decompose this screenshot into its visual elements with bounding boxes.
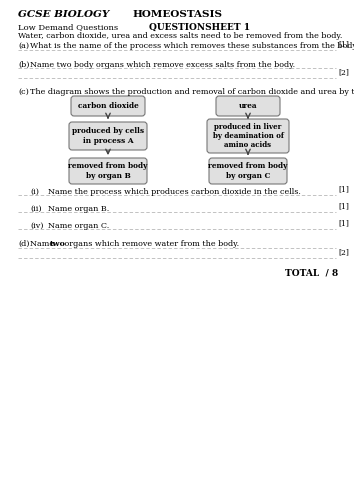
FancyBboxPatch shape bbox=[69, 158, 147, 184]
Text: (iv): (iv) bbox=[30, 222, 44, 230]
Text: [1]: [1] bbox=[338, 202, 349, 210]
Text: [1]: [1] bbox=[338, 220, 349, 228]
Text: TOTAL  / 8: TOTAL / 8 bbox=[285, 268, 338, 277]
Text: (ii): (ii) bbox=[30, 205, 42, 213]
FancyBboxPatch shape bbox=[71, 96, 145, 116]
Text: produced in liver
by deamination of
amino acids: produced in liver by deamination of amin… bbox=[212, 123, 284, 149]
Text: Name organ B.: Name organ B. bbox=[48, 205, 109, 213]
Text: Name the process which produces carbon dioxide in the cells.: Name the process which produces carbon d… bbox=[48, 188, 301, 196]
Text: [1]: [1] bbox=[338, 186, 349, 194]
Text: Water, carbon dioxide, urea and excess salts need to be removed from the body.: Water, carbon dioxide, urea and excess s… bbox=[18, 32, 342, 40]
FancyBboxPatch shape bbox=[207, 119, 289, 153]
Text: [2]: [2] bbox=[338, 248, 349, 256]
FancyBboxPatch shape bbox=[216, 96, 280, 116]
Text: [1]: [1] bbox=[338, 40, 349, 48]
Text: The diagram shows the production and removal of carbon dioxide and urea by the b: The diagram shows the production and rem… bbox=[30, 88, 354, 96]
FancyBboxPatch shape bbox=[209, 158, 287, 184]
Text: [2]: [2] bbox=[338, 68, 349, 76]
Text: removed from body
by organ C: removed from body by organ C bbox=[208, 162, 288, 180]
Text: GCSE BIOLOGY: GCSE BIOLOGY bbox=[18, 10, 109, 19]
Text: two: two bbox=[50, 240, 66, 248]
Text: HOMEOSTASIS: HOMEOSTASIS bbox=[132, 10, 222, 19]
Text: (i): (i) bbox=[30, 188, 39, 196]
Text: QUESTIONSHEET 1: QUESTIONSHEET 1 bbox=[149, 23, 251, 32]
Text: Name: Name bbox=[30, 240, 57, 248]
Text: (a): (a) bbox=[18, 42, 29, 50]
Text: Name two body organs which remove excess salts from the body.: Name two body organs which remove excess… bbox=[30, 61, 295, 69]
Text: produced by cells
in process A: produced by cells in process A bbox=[72, 128, 144, 144]
Text: urea: urea bbox=[239, 102, 257, 110]
Text: removed from body
by organ B: removed from body by organ B bbox=[68, 162, 148, 180]
Text: (d): (d) bbox=[18, 240, 29, 248]
Text: (c): (c) bbox=[18, 88, 29, 96]
Text: (b): (b) bbox=[18, 61, 29, 69]
Text: organs which remove water from the body.: organs which remove water from the body. bbox=[62, 240, 239, 248]
FancyBboxPatch shape bbox=[69, 122, 147, 150]
Text: Name organ C.: Name organ C. bbox=[48, 222, 109, 230]
Text: What is the name of the process which removes these substances from the body: What is the name of the process which re… bbox=[30, 42, 354, 50]
Text: Low Demand Questions: Low Demand Questions bbox=[18, 23, 118, 31]
Text: carbon dioxide: carbon dioxide bbox=[78, 102, 138, 110]
